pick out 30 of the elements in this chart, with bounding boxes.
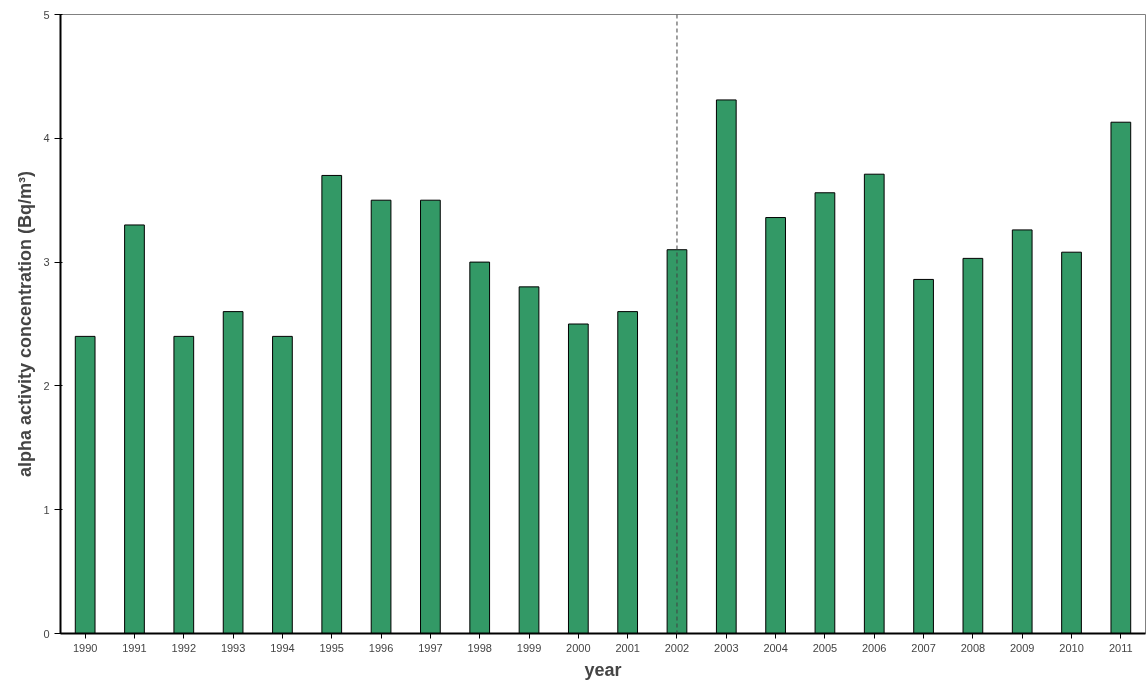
x-tick-label: 1991 bbox=[122, 641, 147, 654]
y-tick-label: 2 bbox=[43, 379, 50, 392]
y-tick-label: 0 bbox=[43, 627, 50, 640]
x-tick-label: 1992 bbox=[171, 641, 197, 654]
x-tick-label: 2006 bbox=[862, 641, 887, 654]
x-tick-label: 2001 bbox=[615, 641, 640, 654]
x-tick-label: 1993 bbox=[220, 641, 246, 654]
x-tick-label: 2007 bbox=[911, 641, 936, 654]
x-tick-label: 2010 bbox=[1059, 641, 1084, 654]
x-tick-label: 1995 bbox=[319, 641, 344, 654]
x-tick-label: 1998 bbox=[467, 641, 492, 654]
x-tick-label: 1999 bbox=[516, 641, 542, 654]
x-tick-label: 2009 bbox=[1009, 641, 1035, 654]
x-tick-label: 2003 bbox=[714, 641, 739, 654]
x-tick-label: 2005 bbox=[812, 641, 838, 654]
x-tick-label: 2008 bbox=[960, 641, 986, 654]
y-tick-label: 3 bbox=[43, 256, 50, 269]
y-tick-label: 4 bbox=[43, 132, 50, 145]
x-tick-label: 1996 bbox=[368, 641, 394, 654]
x-tick-label: 2004 bbox=[763, 641, 788, 654]
x-tick-label: 2000 bbox=[566, 641, 591, 654]
y-tick-label: 1 bbox=[43, 503, 50, 516]
y-tick-label: 5 bbox=[43, 8, 50, 21]
x-tick-label: 2002 bbox=[664, 641, 690, 654]
x-axis-title: year bbox=[584, 659, 622, 680]
y-axis-title: alpha activity concentration (Bq/m³) bbox=[15, 170, 36, 478]
x-tick-label: 2011 bbox=[1109, 641, 1133, 654]
x-tick-label: 1997 bbox=[418, 641, 443, 654]
x-tick-label: 1990 bbox=[72, 641, 98, 654]
x-tick-label: 1994 bbox=[270, 641, 295, 654]
